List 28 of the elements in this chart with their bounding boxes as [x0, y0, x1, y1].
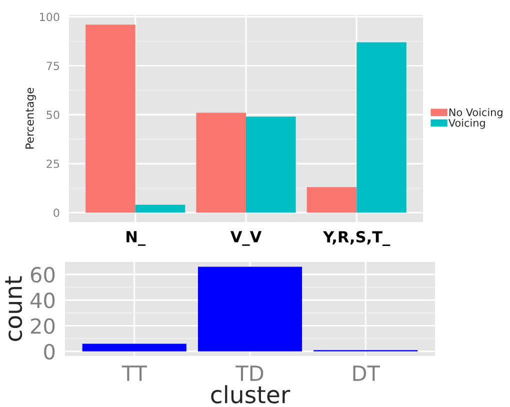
y-axis-title: count [5, 276, 22, 342]
x-tick-label: TD [236, 366, 264, 381]
bar [198, 266, 302, 352]
bar [246, 116, 296, 213]
x-tick-label: Y,R,S,T_ [322, 231, 390, 246]
y-tick-label: 60 [30, 266, 55, 283]
x-tick-label: V_V [230, 231, 262, 246]
y-tick-label: 50 [46, 110, 60, 120]
x-axis-title: cluster [211, 385, 290, 404]
bar [306, 187, 357, 213]
bar [82, 344, 186, 352]
y-tick-label: 100 [40, 12, 60, 22]
y-tick-label: 0 [44, 344, 55, 360]
y-tick-label: 75 [46, 62, 59, 70]
bar [356, 42, 406, 213]
y-axis-title: Percentage [26, 88, 36, 149]
x-tick-label: DT [353, 366, 380, 381]
x-tick-label: TT [122, 366, 147, 381]
y-tick-label: 20 [30, 318, 55, 334]
y-tick-label: 40 [30, 292, 55, 308]
legend-label: No Voicing [449, 108, 502, 118]
legend-label: Voicing [448, 118, 485, 129]
bar [196, 112, 246, 213]
bar [86, 24, 136, 213]
bar [135, 204, 186, 213]
y-tick-label: 25 [46, 160, 59, 168]
y-tick-label: 0 [54, 208, 60, 217]
x-tick-label: N_ [126, 231, 146, 246]
